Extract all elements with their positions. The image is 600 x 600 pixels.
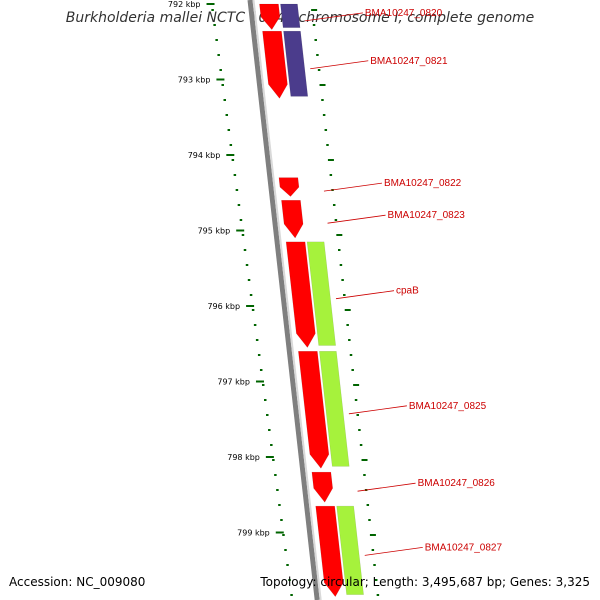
gene-label: BMA10247_0827 bbox=[425, 542, 503, 553]
gene-label: BMA10247_0825 bbox=[409, 401, 487, 412]
gene-label: BMA10247_0826 bbox=[418, 478, 496, 489]
cds-feature bbox=[259, 3, 281, 31]
chromosome-backbone bbox=[247, 0, 322, 600]
cog-feature bbox=[306, 241, 336, 346]
topology-text: Topology: circular; Length: 3,495,687 bp… bbox=[260, 575, 590, 589]
cds-feature bbox=[315, 505, 344, 598]
kbp-ruler: 792 kbp 793 kbp 794 kbp 795 kbp 796 kbp 797 k… bbox=[168, 0, 284, 538]
backbone-edge bbox=[252, 0, 322, 600]
cds-feature bbox=[298, 351, 330, 469]
cds-feature bbox=[278, 177, 300, 197]
ruler-label: 796 kbp bbox=[207, 302, 240, 311]
label-leader bbox=[327, 214, 386, 224]
label-leader bbox=[310, 60, 369, 70]
gene-labels: BMA10247_0820 BMA10247_0821 BMA10247_0822 B… bbox=[304, 8, 503, 556]
gene-label: BMA10247_0822 bbox=[384, 178, 462, 189]
backbone-line bbox=[247, 0, 320, 600]
accession-text: Accession: NC_009080 bbox=[9, 575, 146, 589]
ruler-label: 799 kbp bbox=[237, 529, 270, 538]
label-leader bbox=[323, 182, 383, 192]
cds-feature bbox=[262, 30, 288, 99]
ruler-label: 797 kbp bbox=[217, 378, 250, 387]
cog-feature-track bbox=[280, 3, 364, 595]
gene-label: BMA10247_0823 bbox=[388, 210, 466, 221]
cog-feature bbox=[283, 30, 309, 97]
cog-feature bbox=[280, 3, 301, 28]
inner-tick-ring bbox=[211, 9, 293, 596]
ruler-label: 793 kbp bbox=[178, 76, 211, 85]
cds-feature-track bbox=[259, 3, 344, 598]
cds-feature bbox=[281, 200, 304, 239]
label-leader bbox=[364, 546, 423, 556]
cds-feature bbox=[285, 241, 316, 348]
label-leader bbox=[348, 405, 407, 415]
gene-label: BMA10247_0821 bbox=[370, 56, 448, 67]
map-title: Burkholderia mallei NCTC 10247 chromosom… bbox=[65, 10, 535, 26]
gene-label: BMA10247_0820 bbox=[365, 8, 443, 19]
ruler-label: 794 kbp bbox=[188, 151, 221, 160]
cds-feature bbox=[311, 471, 333, 503]
ruler-label: 798 kbp bbox=[227, 453, 260, 462]
cog-feature bbox=[319, 351, 350, 467]
label-leader bbox=[304, 12, 363, 22]
label-leader bbox=[335, 290, 395, 300]
cog-feature bbox=[336, 505, 364, 595]
gene-label: cpaB bbox=[396, 286, 419, 297]
label-leader bbox=[357, 482, 416, 492]
ruler-label: 795 kbp bbox=[198, 227, 231, 236]
ruler-label: 792 kbp bbox=[168, 0, 201, 9]
